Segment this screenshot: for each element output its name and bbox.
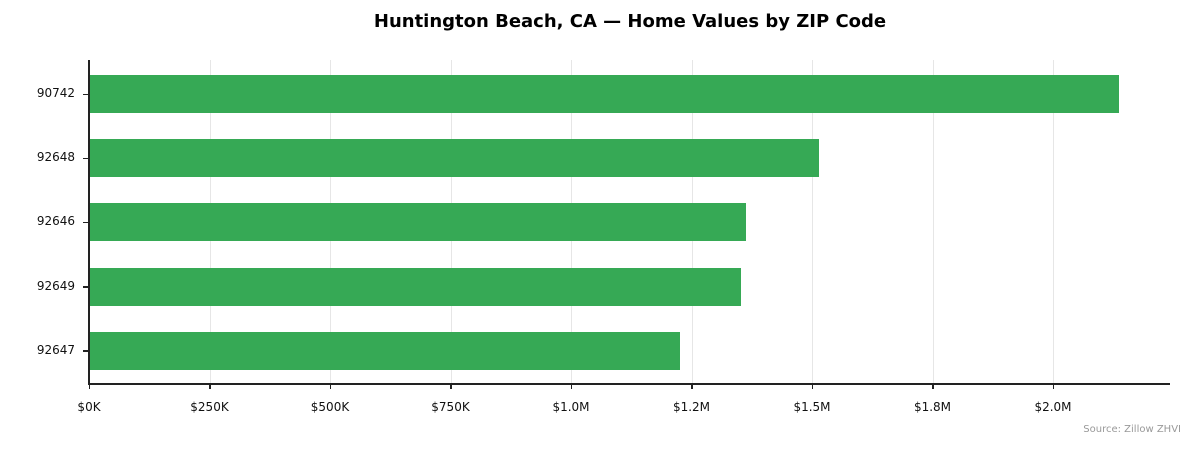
bar-92647 <box>89 331 680 370</box>
bar-92648 <box>89 139 820 178</box>
bar-90742 <box>89 75 1120 113</box>
y-tick <box>83 157 88 160</box>
x-tick-label: $1.0M <box>552 400 590 414</box>
x-tick <box>932 384 934 389</box>
x-tick <box>88 384 90 389</box>
x-tick <box>1052 384 1054 389</box>
gridline <box>1053 60 1054 384</box>
bar-92649 <box>89 267 742 306</box>
x-axis-line <box>88 383 1170 385</box>
chart-title: Huntington Beach, CA — Home Values by ZI… <box>373 11 887 32</box>
x-tick <box>570 384 572 389</box>
bar-92646 <box>89 203 746 242</box>
source-note: Source: Zillow ZHVI <box>1083 424 1181 435</box>
x-tick-label: $1.8M <box>913 400 952 414</box>
x-tick-label: $1.2M <box>672 400 711 414</box>
y-tick-label: 92647 <box>36 342 75 357</box>
x-tick <box>450 384 452 389</box>
gridline <box>932 60 934 384</box>
x-tick-label: $750K <box>431 400 470 414</box>
y-tick <box>83 350 88 352</box>
y-tick <box>83 286 88 288</box>
y-tick-label: 90742 <box>36 86 75 100</box>
x-tick <box>691 384 693 389</box>
x-tick <box>811 384 813 389</box>
y-axis-line <box>88 60 90 385</box>
y-tick-label: 92648 <box>36 150 75 165</box>
y-tick-label: 92646 <box>36 214 75 229</box>
y-tick <box>83 221 88 224</box>
x-tick-label: $2.0M <box>1034 400 1072 414</box>
y-tick <box>83 93 88 95</box>
x-tick <box>329 384 331 389</box>
x-tick-label: $0K <box>77 400 101 414</box>
gridline <box>812 60 813 384</box>
x-tick <box>209 384 211 389</box>
x-tick-label: $1.5M <box>793 400 831 414</box>
x-tick-label: $500K <box>310 400 350 414</box>
y-tick-label: 92649 <box>36 278 75 293</box>
x-tick-label: $250K <box>190 400 229 414</box>
